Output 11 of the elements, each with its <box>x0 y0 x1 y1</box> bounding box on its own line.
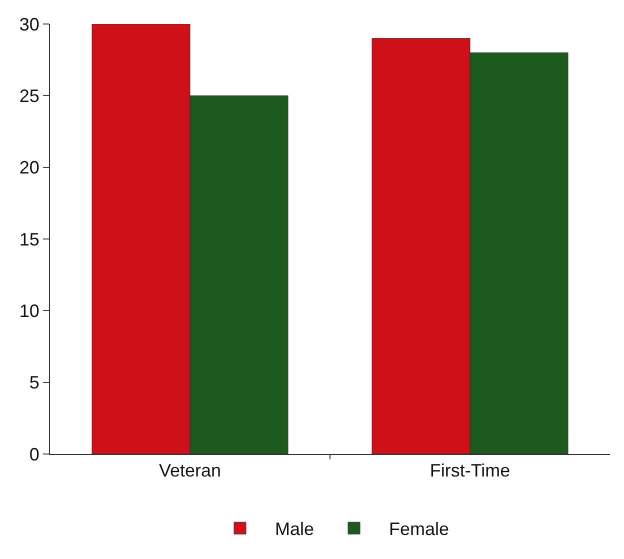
x-tick-label: Veteran <box>158 460 222 481</box>
y-tick-label: 30 <box>19 14 40 34</box>
x-tick-label: First-Time <box>430 460 510 481</box>
y-tick-label: 15 <box>19 229 40 250</box>
y-tick-label: 25 <box>19 86 40 106</box>
y-tick-label: 20 <box>19 158 40 178</box>
y-tick-label: 5 <box>29 372 40 393</box>
y-tick-label: 10 <box>19 300 40 321</box>
legend-label: Male <box>275 519 314 540</box>
y-tick-label: 0 <box>29 444 40 464</box>
legend-label: Female <box>389 519 450 540</box>
